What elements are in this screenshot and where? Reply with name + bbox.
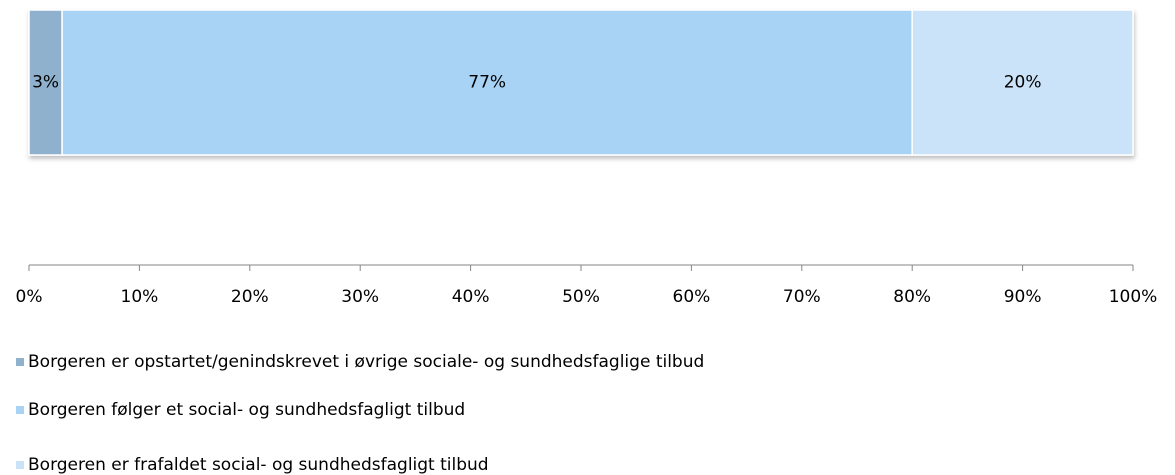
x-tick-label: 20% bbox=[231, 287, 269, 307]
legend-label: Borgeren er opstartet/genindskrevet i øv… bbox=[28, 352, 705, 372]
x-tick-label: 40% bbox=[452, 287, 490, 307]
legend-swatch bbox=[16, 461, 24, 469]
legend-label: Borgeren er frafaldet social- og sundhed… bbox=[28, 455, 489, 475]
bar-segment bbox=[911, 9, 1134, 156]
bar-segment bbox=[61, 9, 913, 156]
x-tick-label: 90% bbox=[1004, 287, 1042, 307]
x-tick-label: 50% bbox=[562, 287, 600, 307]
bar-group bbox=[28, 9, 1134, 156]
legend-label: Borgeren følger et social- og sundhedsfa… bbox=[28, 400, 466, 420]
x-tick-label: 70% bbox=[783, 287, 821, 307]
data-label: 20% bbox=[1004, 73, 1042, 93]
x-tick-label: 100% bbox=[1109, 287, 1158, 307]
x-tick-label: 10% bbox=[121, 287, 159, 307]
legend-item: Borgeren er opstartet/genindskrevet i øv… bbox=[16, 352, 836, 372]
legend-item: Borgeren er frafaldet social- og sundhed… bbox=[16, 455, 836, 475]
legend-swatch bbox=[16, 358, 24, 366]
x-tick-label: 80% bbox=[893, 287, 931, 307]
data-label: 3% bbox=[32, 73, 59, 93]
x-tick-label: 60% bbox=[673, 287, 711, 307]
legend-swatch bbox=[16, 406, 24, 414]
x-tick-label: 0% bbox=[16, 287, 43, 307]
legend-item: Borgeren følger et social- og sundhedsfa… bbox=[16, 400, 836, 420]
chart: 3% 77% 20% 0% 10% 20% 30% 40% 50% 60% 70% 80% 90% 100… bbox=[16, 9, 1158, 307]
data-label: 77% bbox=[468, 73, 506, 93]
x-tick-label: 30% bbox=[341, 287, 379, 307]
bar-segment bbox=[28, 9, 63, 156]
